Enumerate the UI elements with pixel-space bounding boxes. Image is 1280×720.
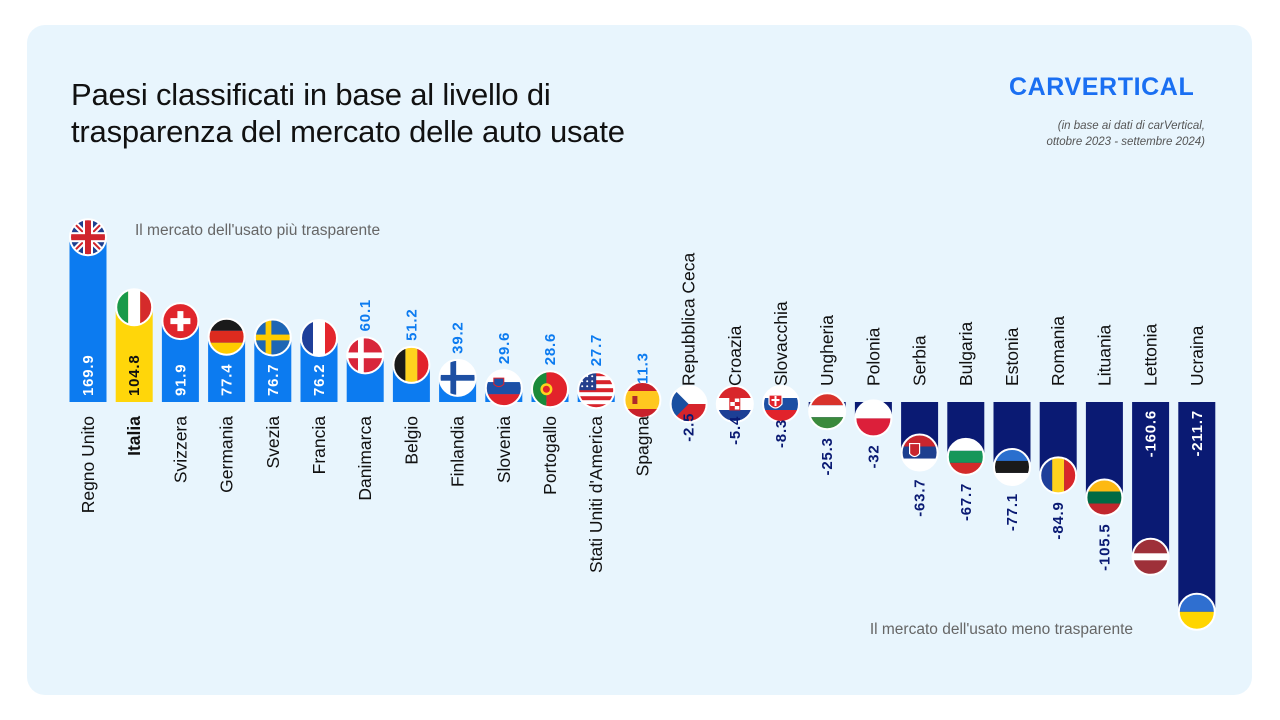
category-label: Slovacchia <box>771 301 791 386</box>
category-label: Ucraina <box>1187 325 1207 386</box>
category-label: Stati Uniti d'America <box>586 416 606 573</box>
value-label: -211.7 <box>1189 410 1206 457</box>
category-label: Lettonia <box>1141 323 1161 386</box>
bar-group <box>669 385 708 423</box>
value-label: -84.9 <box>1050 501 1067 539</box>
bar-group <box>808 392 847 431</box>
value-label: 27.7 <box>588 334 605 366</box>
category-label: Estonia <box>1002 327 1022 386</box>
category-label: Repubblica Ceca <box>679 252 699 386</box>
value-label: -67.7 <box>958 483 975 521</box>
bar-group <box>993 402 1031 486</box>
value-label: 11.3 <box>634 352 651 384</box>
flag-pt-icon <box>532 371 568 408</box>
flag-es-icon <box>624 382 661 418</box>
bar-group <box>623 381 662 419</box>
value-label: 29.6 <box>496 332 513 364</box>
least-transparent-annotation: Il mercato dell'usato meno trasparente <box>870 621 1133 638</box>
bar-group <box>484 369 523 408</box>
flag-cz-icon <box>670 386 707 422</box>
bar-group <box>1039 402 1078 495</box>
bar-group <box>346 336 385 402</box>
title-line-1: Paesi classificati in base al livello di <box>71 77 551 112</box>
most-transparent-annotation: Il mercato dell'usato più trasparente <box>135 222 380 239</box>
value-label: -2.5 <box>681 413 698 442</box>
value-label: -105.5 <box>1096 524 1113 571</box>
bar-group <box>531 370 569 409</box>
category-label: Croazia <box>725 325 745 386</box>
bar-group <box>1177 402 1216 631</box>
flag-lv-icon <box>1132 538 1169 575</box>
category-label: Regno Unito <box>78 416 98 513</box>
value-label: -32 <box>865 444 882 468</box>
category-label: Ungheria <box>817 315 837 386</box>
flag-dk-icon <box>347 337 384 374</box>
bar-group <box>438 358 477 402</box>
category-label: Bulgaria <box>956 322 976 386</box>
category-label: Belgio <box>401 416 421 465</box>
category-label: Serbia <box>910 335 930 386</box>
bar-group <box>946 402 985 476</box>
value-label: -5.4 <box>727 416 744 445</box>
value-label: 39.2 <box>450 321 467 353</box>
bar-group <box>762 385 800 423</box>
bar <box>1132 402 1170 575</box>
value-label: 76.2 <box>311 364 328 396</box>
bar-group <box>1131 402 1170 576</box>
category-label: Lituania <box>1094 324 1114 386</box>
bar-group <box>300 319 338 402</box>
flag-se-icon <box>254 319 291 356</box>
category-label: Spagna <box>632 416 652 477</box>
category-label: Italia <box>124 416 144 456</box>
value-label: 76.7 <box>265 364 282 396</box>
bar-group <box>69 218 107 402</box>
value-label: 77.4 <box>219 364 236 396</box>
bar-group <box>1085 402 1124 517</box>
bar-group <box>207 317 246 402</box>
source-line-2: ottobre 2023 - settembre 2024) <box>1046 136 1205 148</box>
category-label: Svizzera <box>170 416 190 483</box>
category-label: Polonia <box>863 327 883 386</box>
value-label: 91.9 <box>172 364 189 396</box>
bar <box>69 219 107 402</box>
flag-fi-icon <box>439 359 476 396</box>
category-label: Portogallo <box>540 416 560 495</box>
category-label: Slovenia <box>494 416 514 483</box>
value-label: 28.6 <box>542 333 559 365</box>
value-label: -63.7 <box>912 479 929 517</box>
category-label: Romania <box>1048 316 1068 386</box>
value-label: 51.2 <box>403 309 420 341</box>
value-label: 60.1 <box>357 299 374 331</box>
value-label: -77.1 <box>1004 493 1021 531</box>
bar-group <box>253 318 292 402</box>
carvertical-logo: CARVERTICAL <box>1009 73 1195 101</box>
source-line-1: (in base ai dati di carVertical, <box>1057 120 1205 132</box>
value-label: 169.9 <box>80 354 97 396</box>
value-label: -25.3 <box>819 437 836 475</box>
bar-group <box>577 371 616 410</box>
title-line-2: trasparenza del mercato delle auto usate <box>71 114 625 149</box>
bar-group <box>392 345 431 402</box>
category-label: Finlandia <box>448 416 468 487</box>
bar <box>1178 402 1216 630</box>
bar-group <box>854 399 893 438</box>
chart-title: Paesi classificati in base al livello di… <box>71 76 791 150</box>
category-label: Germania <box>217 416 237 493</box>
flag-uk-icon <box>70 219 106 256</box>
category-label: Danimarca <box>355 416 375 501</box>
value-label: 104.8 <box>126 354 143 396</box>
value-label: -8.3 <box>773 419 790 448</box>
source-note: (in base ai dati di carVertical, ottobre… <box>905 118 1205 150</box>
flag-pl-icon <box>855 400 892 437</box>
bar-group <box>715 385 754 423</box>
bar-group <box>115 288 154 402</box>
flag-ua-icon <box>1178 593 1215 630</box>
bar-group <box>161 302 200 402</box>
category-label: Svezia <box>263 416 283 469</box>
bar-group <box>900 402 939 472</box>
category-label: Francia <box>309 416 329 475</box>
value-label: -160.6 <box>1143 410 1160 457</box>
flag-ch-icon <box>162 303 199 340</box>
